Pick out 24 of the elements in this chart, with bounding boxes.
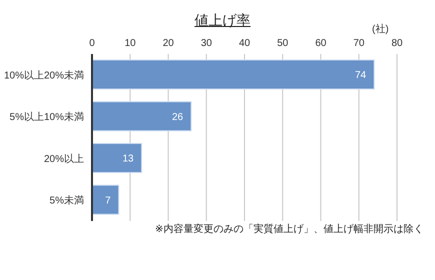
data-label: 13 <box>122 154 134 165</box>
bar <box>92 184 120 215</box>
x-tick-label: 0 <box>89 38 96 49</box>
y-tick-label: 5%以上10%未満 <box>10 111 84 124</box>
y-tick-label: 20%以上 <box>44 152 84 165</box>
x-axis-title: (社) <box>372 22 389 36</box>
bar <box>92 101 192 132</box>
x-tick-label: 40 <box>238 38 250 49</box>
y-tick-label: 10%以上20%未満 <box>4 69 84 82</box>
x-tick-label: 10 <box>124 38 136 49</box>
data-label: 7 <box>105 195 112 206</box>
x-tick-label: 80 <box>391 38 403 49</box>
x-tick-label: 70 <box>353 38 365 49</box>
chart-title: 値上げ率 <box>194 12 250 28</box>
text: ※内容量変更のみの「実質値上げ」、値上げ幅非開示は除く <box>155 222 424 236</box>
y-tick-label: 5%未満 <box>50 194 84 207</box>
bar <box>92 60 375 90</box>
x-tick-label: 30 <box>200 38 212 49</box>
x-tick-label: 50 <box>277 38 289 49</box>
data-label: 26 <box>172 112 184 123</box>
x-tick-label: 60 <box>315 38 327 49</box>
x-tick-label: 20 <box>162 38 174 49</box>
data-label: 74 <box>355 70 367 82</box>
bar <box>92 143 142 173</box>
